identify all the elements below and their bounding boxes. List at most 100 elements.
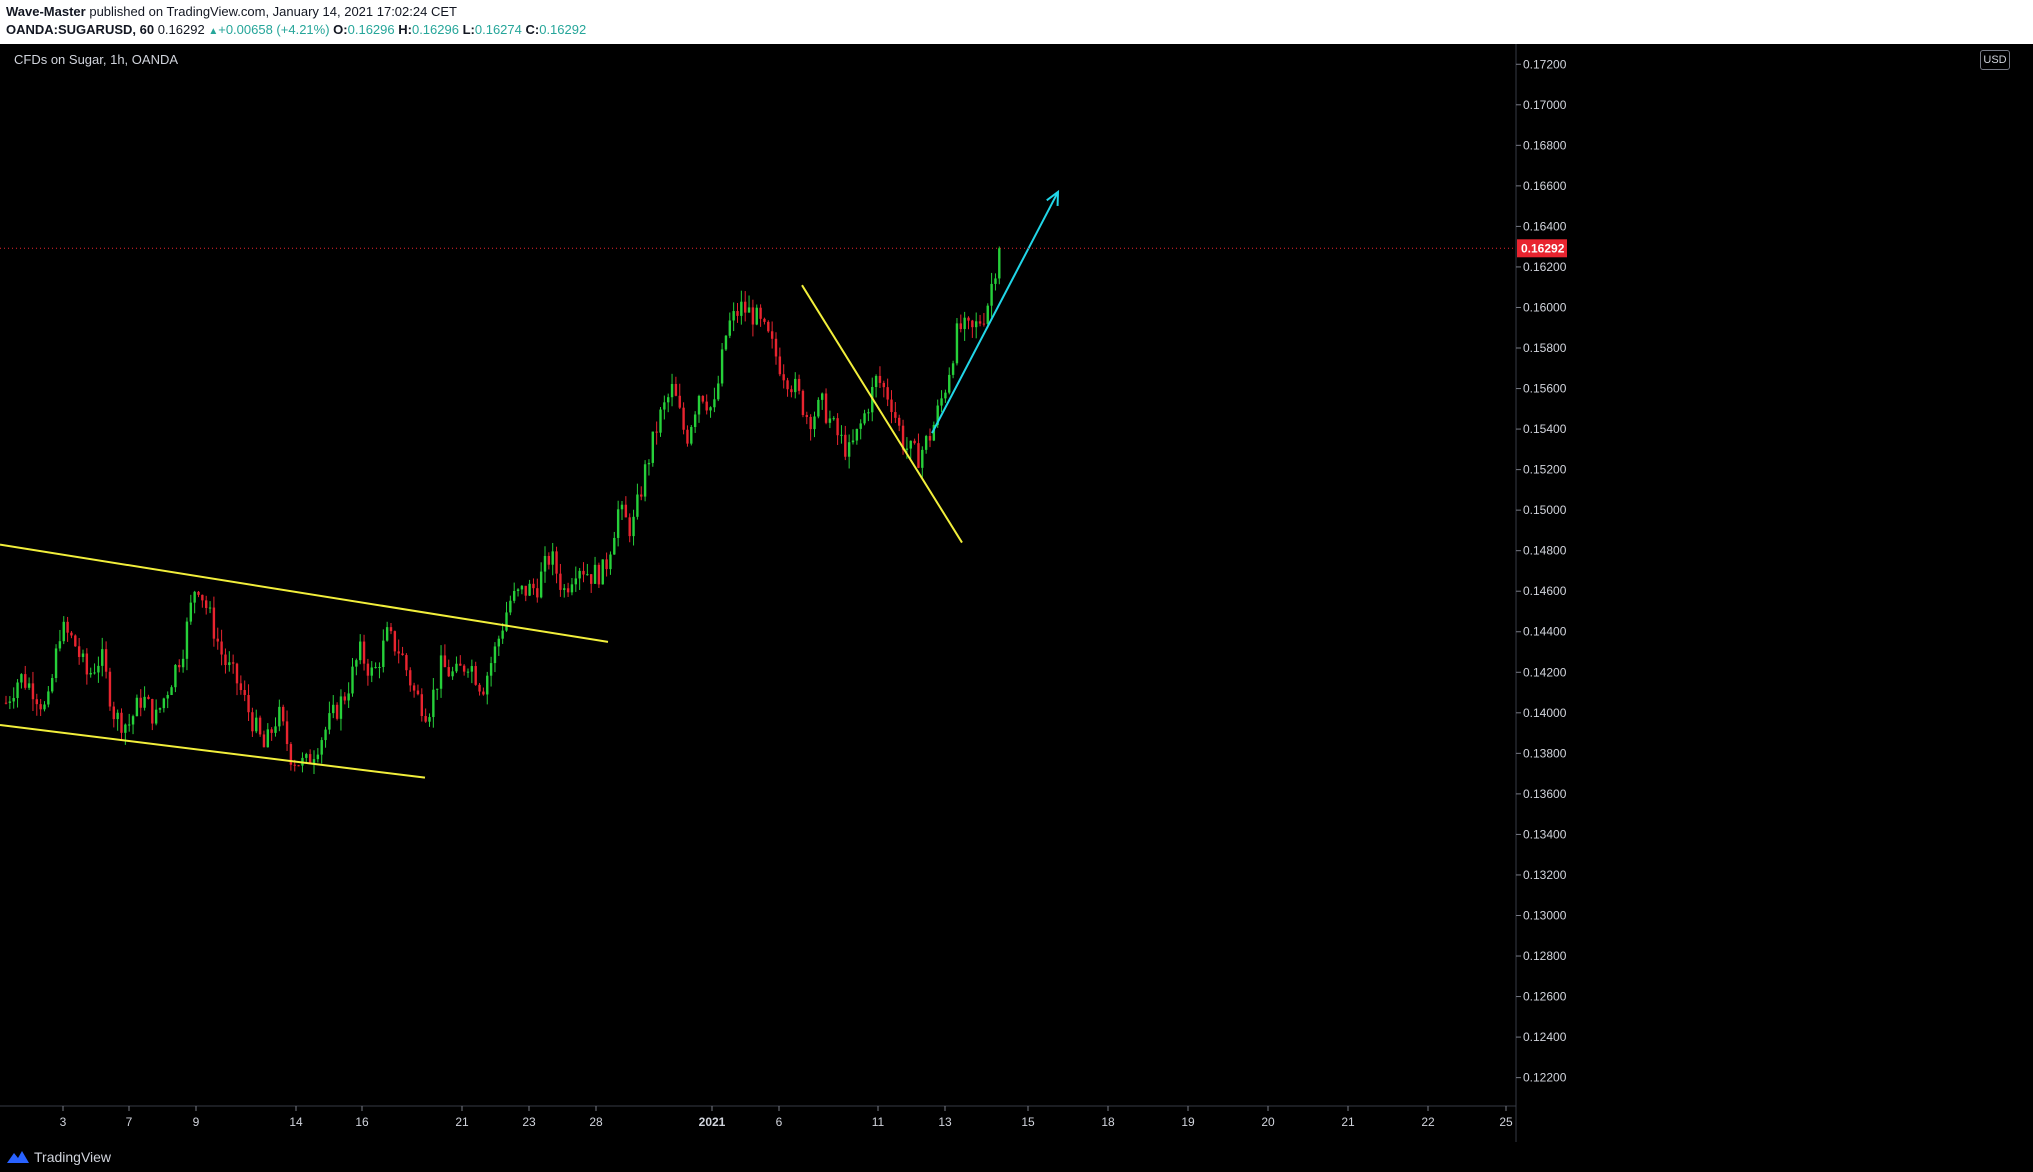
candle-body: [104, 649, 108, 672]
candle-body: [509, 600, 512, 613]
candle-body: [62, 621, 65, 642]
time-tick-label: 15: [1021, 1115, 1035, 1129]
candle-body: [116, 712, 119, 720]
time-tick-label: 28: [589, 1115, 603, 1129]
time-tick-label: 2021: [699, 1115, 726, 1129]
candle-body: [85, 653, 89, 675]
candle-body: [416, 690, 420, 695]
candle-body: [574, 578, 577, 585]
candle-body: [559, 573, 562, 590]
candle-body: [609, 554, 612, 570]
candle-body: [278, 706, 281, 727]
candle-body: [374, 667, 377, 669]
candle-body: [185, 621, 189, 659]
time-tick-label: 7: [126, 1115, 133, 1129]
candle-body: [289, 744, 293, 765]
candle-body: [366, 663, 370, 676]
candle-body: [570, 584, 574, 593]
price-tick-label: 0.16000: [1523, 300, 1567, 314]
last-price: 0.16292: [157, 22, 205, 37]
candle-body: [693, 414, 697, 428]
candle-body: [851, 440, 855, 443]
time-tick-label: 18: [1101, 1115, 1115, 1129]
candle-body: [847, 442, 851, 457]
candle-body: [921, 449, 924, 468]
candle-body: [632, 516, 635, 537]
candle-body: [590, 574, 593, 584]
publication-line: Wave-Master published on TradingView.com…: [6, 4, 457, 19]
change-value: +0.00658 (+4.21%): [218, 22, 330, 37]
price-tick-label: 0.13400: [1523, 827, 1567, 841]
candle-body: [678, 395, 681, 408]
time-tick-label: 25: [1499, 1115, 1513, 1129]
price-tick-label: 0.15400: [1523, 422, 1567, 436]
price-tick-label: 0.13800: [1523, 746, 1567, 760]
candle-body: [605, 559, 608, 570]
candle-body: [547, 555, 551, 565]
up-triangle-icon: ▲: [208, 26, 219, 37]
candle-body: [975, 321, 978, 328]
candle-body: [459, 663, 462, 666]
candle-body: [451, 671, 454, 677]
candle-body: [674, 383, 678, 396]
chart-area[interactable]: 0.17200 0.17000 0.16800 0.16600 0.16400 0.162…: [0, 44, 2033, 1142]
candle-body: [863, 413, 866, 424]
candle-body: [308, 754, 312, 764]
candle-body: [659, 409, 662, 433]
candle-body: [324, 729, 327, 741]
time-tick-label: 9: [193, 1115, 200, 1129]
candle-body: [686, 429, 689, 444]
time-tick-label: 19: [1181, 1115, 1195, 1129]
candle-body: [740, 301, 743, 316]
candle-body: [389, 627, 393, 632]
candle-body: [143, 696, 146, 708]
price-tick-label: 0.12800: [1523, 949, 1567, 963]
drawings-group: [0, 189, 1060, 779]
candle-body: [112, 706, 115, 720]
candle-body: [878, 375, 882, 383]
candle-body: [566, 588, 570, 593]
candle-body: [763, 318, 766, 322]
candle-body: [189, 602, 192, 622]
price-tick-label: 0.15000: [1523, 503, 1567, 517]
candle-body: [813, 416, 816, 430]
candle-body: [797, 378, 801, 391]
candle-body: [539, 571, 543, 598]
tradingview-brand[interactable]: TradingView: [34, 1149, 112, 1165]
candle-body: [936, 405, 939, 425]
tradingview-logo-icon[interactable]: [6, 1149, 30, 1165]
candle-body: [154, 709, 158, 724]
candle-body: [401, 653, 404, 656]
author-name[interactable]: Wave-Master: [6, 4, 86, 19]
candle-body: [24, 674, 27, 688]
candle-body: [578, 570, 581, 579]
candle-body: [582, 570, 585, 575]
candle-body: [239, 683, 243, 691]
currency-badge[interactable]: USD: [1980, 50, 2010, 70]
projection-arrow-head: [1046, 189, 1060, 206]
candle-body: [174, 665, 177, 688]
price-chart[interactable]: 0.17200 0.17000 0.16800 0.16600 0.16400 0.162…: [0, 44, 2033, 1142]
candle-body: [505, 612, 508, 631]
candle-body: [285, 721, 289, 745]
candle-body: [293, 764, 296, 766]
candle-body: [551, 551, 554, 565]
candle-body: [628, 517, 631, 537]
candle-body: [428, 717, 431, 722]
price-axis: 0.17200 0.17000 0.16800 0.16600 0.16400 0.162…: [0, 57, 1567, 1085]
candle-body: [101, 649, 104, 666]
ohlc-line: OANDA:SUGARUSD, 60 0.16292 ▲+0.00658 (+4…: [6, 22, 586, 37]
candle-body: [258, 717, 262, 735]
candle-body: [212, 607, 216, 639]
low-value: 0.16274: [474, 22, 522, 37]
candle-body: [770, 331, 774, 339]
candle-body: [601, 559, 604, 585]
candle-body: [216, 638, 219, 642]
candle-body: [821, 393, 824, 400]
candle-body: [528, 583, 531, 596]
price-tick-label: 0.14200: [1523, 665, 1567, 679]
trendline: [801, 284, 963, 544]
candle-body: [751, 307, 755, 325]
candle-body: [998, 248, 1001, 279]
candle-body: [586, 574, 589, 576]
